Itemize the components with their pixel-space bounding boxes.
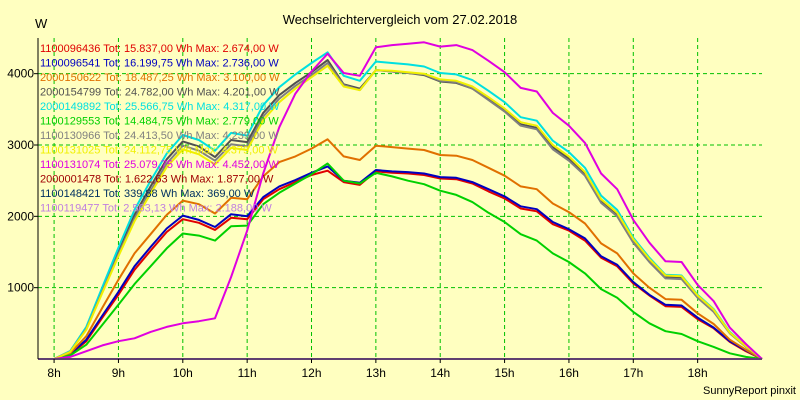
y-tick-label-1: 2000 — [7, 209, 34, 223]
y-tick-label-2: 3000 — [7, 138, 34, 152]
x-tick-label-4: 12h — [301, 366, 321, 380]
x-tick-label-1: 9h — [112, 366, 125, 380]
x-tick-label-10: 18h — [688, 366, 708, 380]
x-tick-label-7: 15h — [495, 366, 515, 380]
series-line-1100129553 — [38, 162, 763, 360]
axes — [37, 38, 762, 360]
series-line-1100131074 — [38, 41, 763, 360]
legend-entry-1100129553: 1100129553 Tot: 14.484,75 Wh Max: 2.779,… — [40, 116, 279, 128]
legend-entry-2000001478: 2000001478 Tot: 1.622,63 Wh Max: 1.877,0… — [40, 174, 274, 186]
tick-labels: 8h 9h 10h 11h 12h 13h 14h 15h 16h 17h 18h 1000 2000 3… — [7, 67, 707, 380]
legend-entry-1100148421: 1100148421 Tot: 339,88 Wh Max: 369,00 W — [40, 188, 255, 200]
y-tick-label-3: 4000 — [7, 67, 34, 81]
legend-entry-1100130966: 1100130966 Tot: 24.413,50 Wh Max: 4.239,… — [40, 130, 279, 142]
y-tick-label-0: 1000 — [7, 281, 34, 295]
x-tick-label-5: 13h — [366, 366, 386, 380]
grid — [38, 38, 762, 359]
legend-entry-2000149892: 2000149892 Tot: 25.566,75 Wh Max: 4.317,… — [40, 101, 280, 113]
x-tick-label-0: 8h — [47, 366, 60, 380]
credit-label: SunnyReport pinxit — [703, 385, 796, 397]
series-line-2000150622 — [38, 138, 763, 360]
legend-entry-2000154799: 2000154799 Tot: 24.782,00 Wh Max: 4.201,… — [40, 87, 280, 99]
x-tick-label-9: 17h — [623, 366, 643, 380]
series-line-1100131025 — [38, 64, 763, 360]
legend-entry-1100131025: 1100131025 Tot: 24.112,75 Wh Max: 4.379,… — [40, 145, 279, 157]
series-layer — [38, 41, 763, 360]
legend-entry-1100096436: 1100096436 Tot: 15.837,00 Wh Max: 2.674,… — [40, 43, 279, 55]
legend-entry-1100096541: 1100096541 Tot: 16.199,75 Wh Max: 2.736,… — [40, 58, 279, 70]
legend: 1100096436 Tot: 15.837,00 Wh Max: 2.674,… — [40, 43, 280, 215]
x-tick-label-3: 11h — [238, 366, 257, 380]
series-line-1100096541 — [38, 165, 763, 360]
x-tick-label-8: 16h — [559, 366, 579, 380]
chart-title: Wechselrichtervergleich vom 27.02.2018 — [283, 12, 518, 27]
legend-entry-2000150622: 2000150622 Tot: 18.487,25 Wh Max: 3.100,… — [40, 72, 280, 84]
legend-entry-1100131074: 1100131074 Tot: 25.079,75 Wh Max: 4.452,… — [40, 159, 279, 171]
x-tick-label-6: 14h — [430, 366, 450, 380]
y-axis-label: W — [35, 16, 48, 31]
x-tick-label-2: 10h — [173, 366, 193, 380]
legend-entry-1100119477: 1100119477 Tot: 2.563,13 Wh Max: 2.188,0… — [40, 203, 272, 215]
